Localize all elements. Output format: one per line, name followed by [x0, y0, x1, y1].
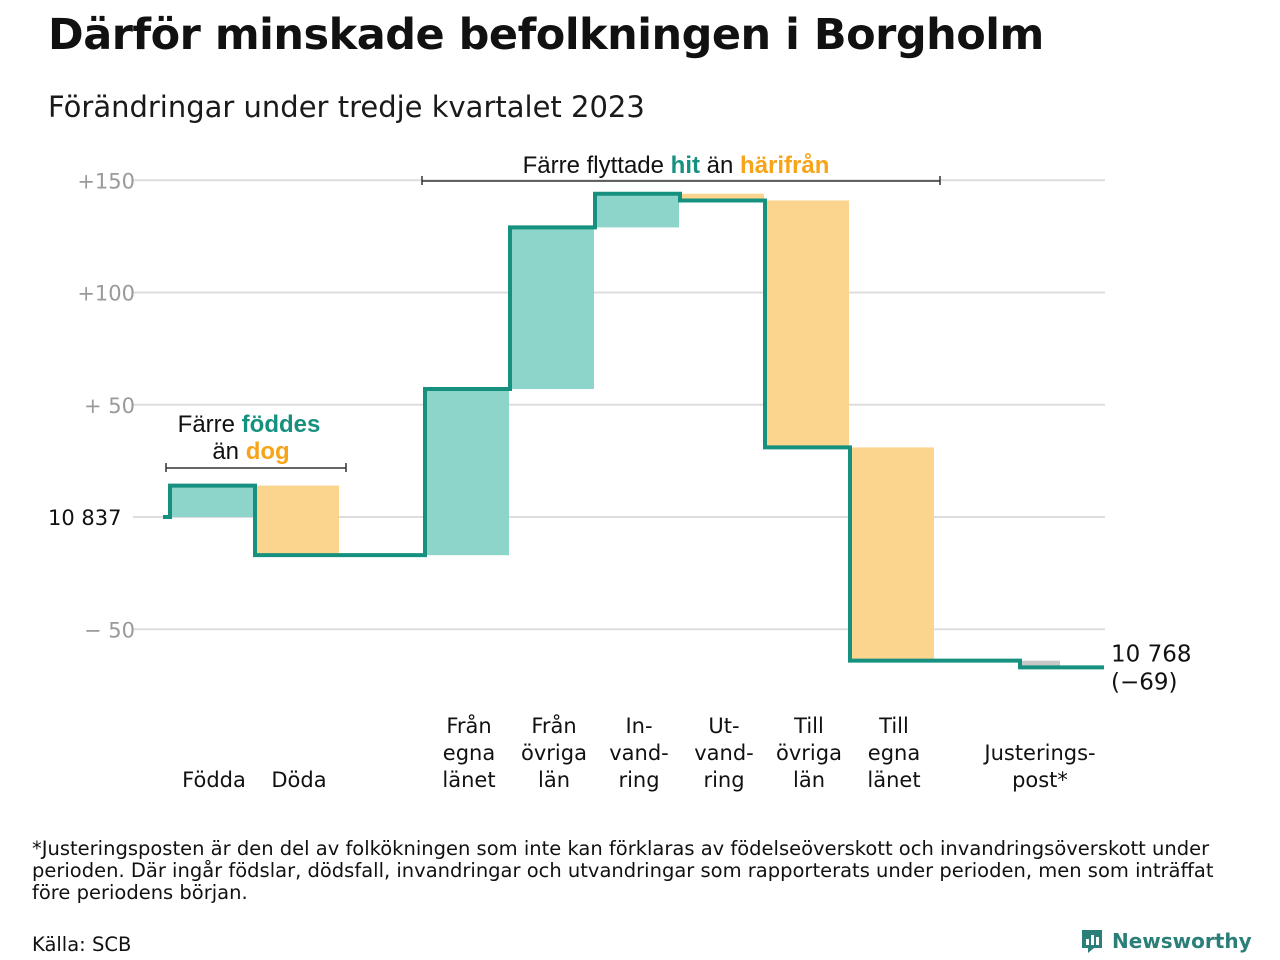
category-label: Ut-vand-ring: [694, 714, 754, 792]
waterfall-bar: [765, 200, 849, 448]
y-tick-label: + 50: [84, 394, 135, 418]
waterfall-bar: [1022, 660, 1060, 668]
annotation-births-line1: Färre föddes: [178, 411, 321, 438]
category-label: In-vand-ring: [609, 714, 669, 792]
chart-title: Därför minskade befolkningen i Borgholm: [48, 10, 1044, 60]
annotation-moves: Färre flyttade hit än härifrån: [523, 152, 830, 179]
source-label: Källa: SCB: [32, 933, 132, 956]
start-value-label: 10 837: [48, 506, 121, 530]
annotation-births-line2: än dog: [212, 438, 289, 465]
category-label: Till övriga län: [776, 714, 842, 792]
waterfall-chart: +150 +100 + 50 − 50 10 837 Födda Döda Från egna l…: [48, 152, 1191, 792]
waterfall-bar: [680, 193, 764, 201]
chart-subtitle: Förändringar under tredje kvartalet 2023: [48, 90, 645, 124]
cumulative-step-line: [163, 191, 1104, 670]
end-value-label: 10 768: [1111, 641, 1191, 667]
waterfall-bar: [510, 227, 594, 390]
brand-name: Newsworthy: [1112, 929, 1252, 953]
category-label: Till egna länet: [867, 714, 920, 792]
footnote: *Justeringsposten är den del av folkökni…: [32, 837, 1214, 904]
waterfall-bar: [170, 485, 254, 517]
end-change-label: (−69): [1111, 669, 1177, 695]
brand-logo: Newsworthy: [1080, 928, 1252, 954]
waterfall-bar: [595, 193, 679, 228]
category-label: Från egna länet: [442, 713, 495, 792]
y-tick-label: − 50: [84, 618, 135, 642]
y-tick-label: +100: [77, 282, 135, 306]
category-label: Födda: [182, 768, 246, 792]
waterfall-bar: [850, 447, 934, 661]
bar-chart-icon: [1082, 930, 1102, 953]
category-label: Justerings-post*: [982, 741, 1095, 792]
waterfall-bar: [255, 485, 339, 556]
y-tick-label: +150: [77, 169, 135, 193]
waterfall-bar: [425, 389, 509, 556]
category-label: Från övriga län: [521, 713, 587, 792]
category-label: Döda: [271, 768, 326, 792]
